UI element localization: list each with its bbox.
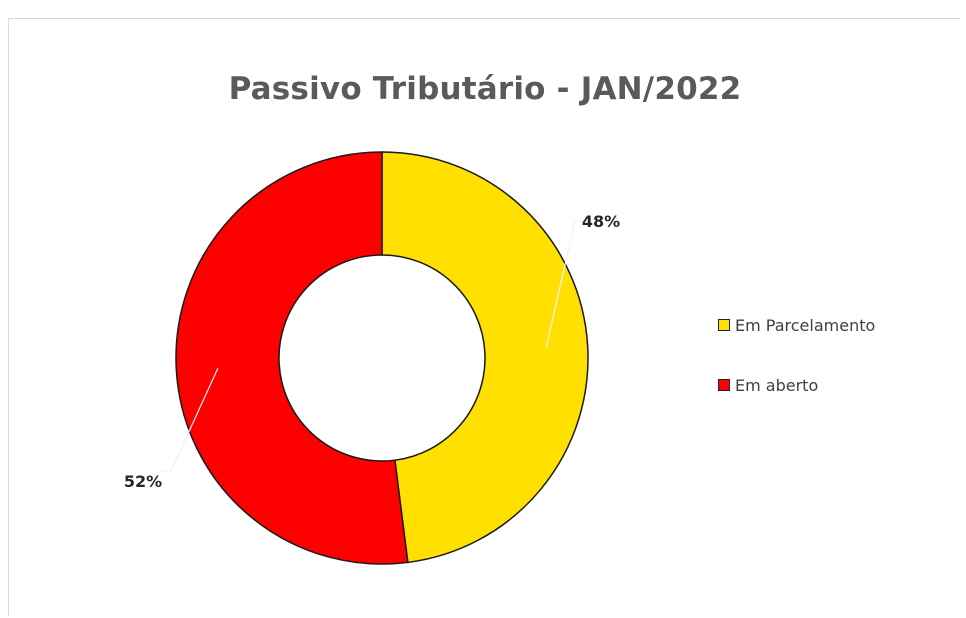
chart-area: Passivo Tributário - JAN/2022 48% 52% Em … [8, 18, 960, 616]
leader-line-em-parcelamento [545, 220, 585, 348]
chart-title: Passivo Tributário - JAN/2022 [228, 71, 742, 107]
leader-line-em-aberto [161, 368, 219, 472]
legend-swatch-em-parcelamento [718, 319, 730, 331]
legend-label-em-aberto: Em aberto [735, 375, 819, 395]
data-label-em-parcelamento: 48% [582, 212, 620, 231]
legend-item-em-aberto: Em aberto [718, 373, 875, 397]
donut-slice-em-aberto [175, 151, 409, 565]
data-label-em-aberto: 52% [124, 472, 162, 491]
legend: Em Parcelamento Em aberto [718, 313, 875, 433]
legend-item-em-parcelamento: Em Parcelamento [718, 313, 875, 337]
legend-label-em-parcelamento: Em Parcelamento [735, 315, 876, 335]
legend-swatch-em-aberto [718, 379, 730, 391]
donut-slice-em-parcelamento [381, 151, 589, 564]
donut-chart: 48% 52% [124, 151, 620, 565]
